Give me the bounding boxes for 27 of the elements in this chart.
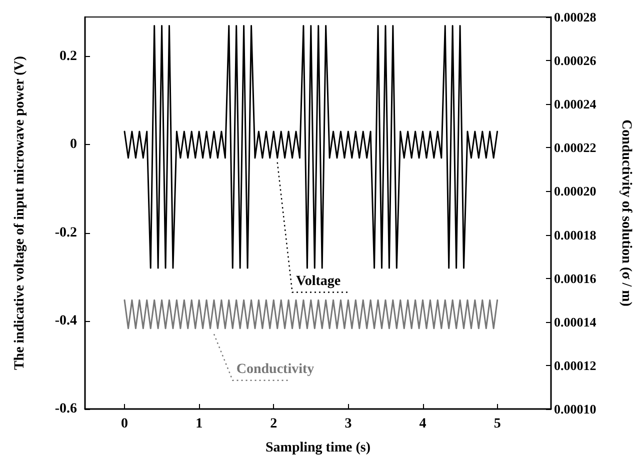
- y2-tick-label: 0.00010: [554, 402, 596, 416]
- x-axis-title: Sampling time (s): [266, 440, 371, 456]
- y2-axis-title: Conductivity of solution (σ / m): [618, 120, 634, 307]
- y2-tick-label: 0.00026: [554, 53, 597, 68]
- x-tick-label: 2: [270, 416, 278, 432]
- y-axis-title: The indicative voltage of input microwave power (V): [12, 56, 28, 370]
- y-tick-label: 0.2: [60, 49, 77, 64]
- series-label: Voltage: [296, 274, 341, 289]
- y-tick-label: -0.6: [54, 402, 77, 416]
- line-series: [124, 25, 498, 269]
- y2-tick-label: 0.00022: [554, 140, 596, 156]
- x-tick-label: 4: [419, 416, 426, 432]
- y-tick-label: -0.2: [54, 225, 77, 240]
- y-tick-label: -0.4: [54, 313, 77, 328]
- y2-tick-label: 0.00018: [554, 227, 597, 242]
- x-tick-label: 0: [121, 416, 128, 432]
- y2-tick-label: 0.00014: [554, 314, 597, 330]
- x-tick-label: 1: [196, 416, 203, 432]
- y2-tick-label: 0.00024: [554, 96, 597, 112]
- y2-tick-label: 0.00020: [554, 184, 596, 199]
- x-tick-label: 3: [344, 416, 352, 432]
- text: Conductivity: [236, 362, 314, 377]
- x-tick-label: 5: [494, 416, 501, 432]
- y2-tick-label: 0.00016: [554, 270, 597, 286]
- y2-tick-label: 0.00028: [554, 10, 597, 24]
- y2-tick-label: 0.00012: [554, 358, 596, 373]
- y-tick-label: 0: [70, 137, 77, 152]
